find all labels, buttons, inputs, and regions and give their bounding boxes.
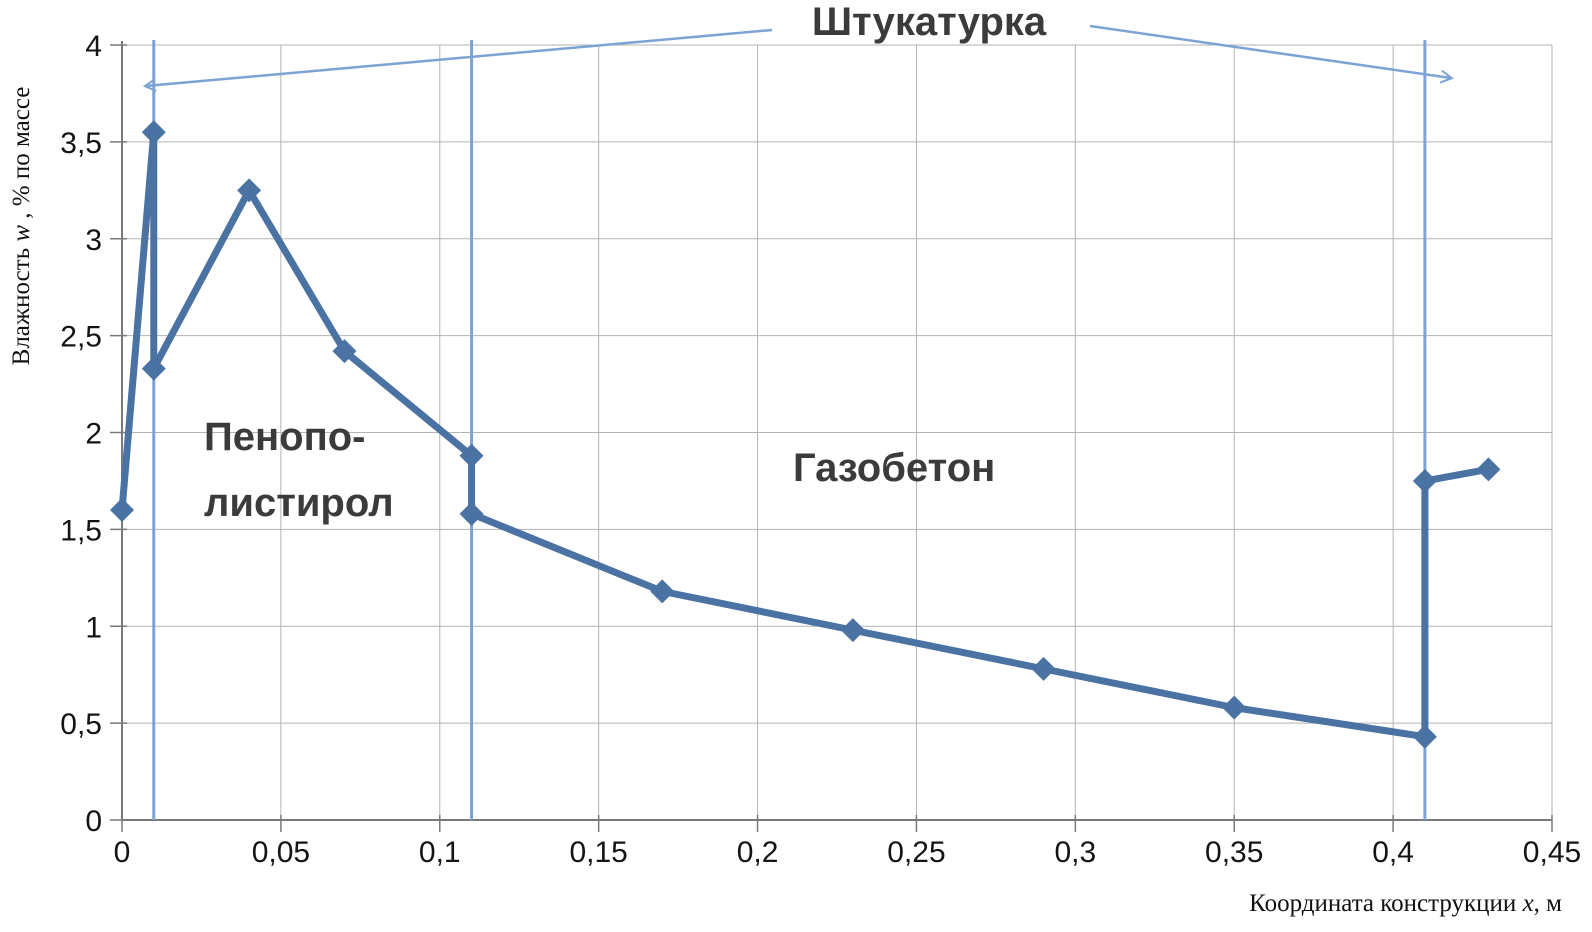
svg-text:3,5: 3,5 <box>60 127 102 160</box>
y-axis-unit: , % по массе <box>8 86 35 225</box>
svg-text:2,5: 2,5 <box>60 321 102 354</box>
x-axis-title: Координата конструкции x, м <box>1249 890 1562 918</box>
x-axis-variable: x <box>1522 890 1534 917</box>
annotation-penopolistirol-line1: Пенопо- <box>204 415 366 459</box>
svg-text:2: 2 <box>85 418 102 451</box>
x-axis-unit: , м <box>1533 890 1562 917</box>
svg-text:4: 4 <box>85 30 102 63</box>
svg-text:0,5: 0,5 <box>60 708 102 741</box>
annotation-penopolistirol-line2: листирол <box>204 481 394 525</box>
annotation-penopolistirol: Пенопо- листирол <box>204 404 394 536</box>
svg-text:0: 0 <box>114 836 131 869</box>
svg-text:0,1: 0,1 <box>419 836 461 869</box>
svg-text:0,4: 0,4 <box>1372 836 1414 869</box>
svg-text:0,35: 0,35 <box>1205 836 1263 869</box>
annotation-gazobeton: Газобетон <box>793 446 996 490</box>
svg-text:0,05: 0,05 <box>252 836 310 869</box>
svg-text:0,3: 0,3 <box>1054 836 1096 869</box>
svg-text:0,25: 0,25 <box>887 836 945 869</box>
svg-text:0: 0 <box>85 805 102 838</box>
y-axis-title: Влажность w , % по массе <box>8 10 40 442</box>
svg-text:0,15: 0,15 <box>569 836 627 869</box>
svg-text:3: 3 <box>85 224 102 257</box>
x-axis-title-text: Координата конструкции <box>1249 890 1523 917</box>
annotation-shtukaturka: Штукатурка <box>811 0 1047 44</box>
svg-text:1,5: 1,5 <box>60 514 102 547</box>
y-axis-variable: w <box>8 224 35 242</box>
y-axis-title-text: Влажность <box>8 241 35 366</box>
svg-text:1: 1 <box>85 611 102 644</box>
svg-text:0,2: 0,2 <box>737 836 779 869</box>
svg-text:0,45: 0,45 <box>1523 836 1581 869</box>
